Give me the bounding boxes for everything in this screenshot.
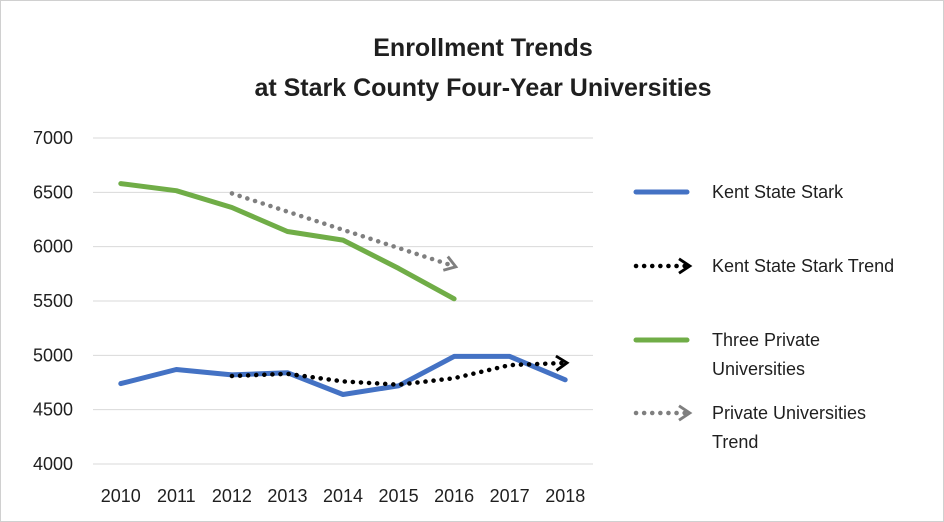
series-line-0 bbox=[118, 353, 568, 397]
x-tick-label: 2018 bbox=[545, 486, 585, 506]
chart-title-line-1: Enrollment Trends bbox=[373, 34, 592, 62]
y-tick-label: 5500 bbox=[33, 291, 73, 311]
y-tick-label: 4000 bbox=[33, 454, 73, 474]
x-tick-label: 2016 bbox=[434, 486, 474, 506]
x-tick-label: 2014 bbox=[323, 486, 363, 506]
series-line-3 bbox=[229, 191, 459, 272]
legend: Kent State Stark Kent State Stark Trend Th… bbox=[633, 182, 894, 452]
legend-label: Trend bbox=[712, 432, 758, 452]
series-line-1 bbox=[229, 354, 570, 387]
series-lines bbox=[118, 181, 570, 397]
y-tick-label: 4500 bbox=[33, 400, 73, 420]
series-line-2 bbox=[118, 181, 457, 302]
x-tick-label: 2010 bbox=[101, 486, 141, 506]
legend-label: Universities bbox=[712, 359, 805, 379]
legend-label: Kent State Stark Trend bbox=[712, 256, 894, 276]
legend-label: Private Universities bbox=[712, 403, 866, 423]
y-axis-tick-labels: 4000 4500 5000 5500 6000 6500 7000 bbox=[33, 128, 73, 474]
legend-label: Kent State Stark bbox=[712, 182, 844, 202]
x-axis-tick-labels: 2010 2011 2012 2013 2014 2015 2016 2017 2018 bbox=[101, 486, 585, 506]
y-tick-label: 6500 bbox=[33, 182, 73, 202]
chart-title-line-2: at Stark County Four-Year Universities bbox=[254, 74, 711, 102]
x-tick-label: 2017 bbox=[490, 486, 530, 506]
x-tick-label: 2011 bbox=[157, 486, 196, 506]
x-tick-label: 2015 bbox=[379, 486, 419, 506]
x-tick-label: 2012 bbox=[212, 486, 252, 506]
y-tick-label: 5000 bbox=[33, 345, 73, 365]
gridlines bbox=[93, 137, 593, 465]
x-tick-label: 2013 bbox=[267, 486, 307, 506]
y-tick-label: 6000 bbox=[33, 237, 73, 257]
legend-label: Three Private bbox=[712, 330, 820, 350]
y-tick-label: 7000 bbox=[33, 128, 73, 148]
